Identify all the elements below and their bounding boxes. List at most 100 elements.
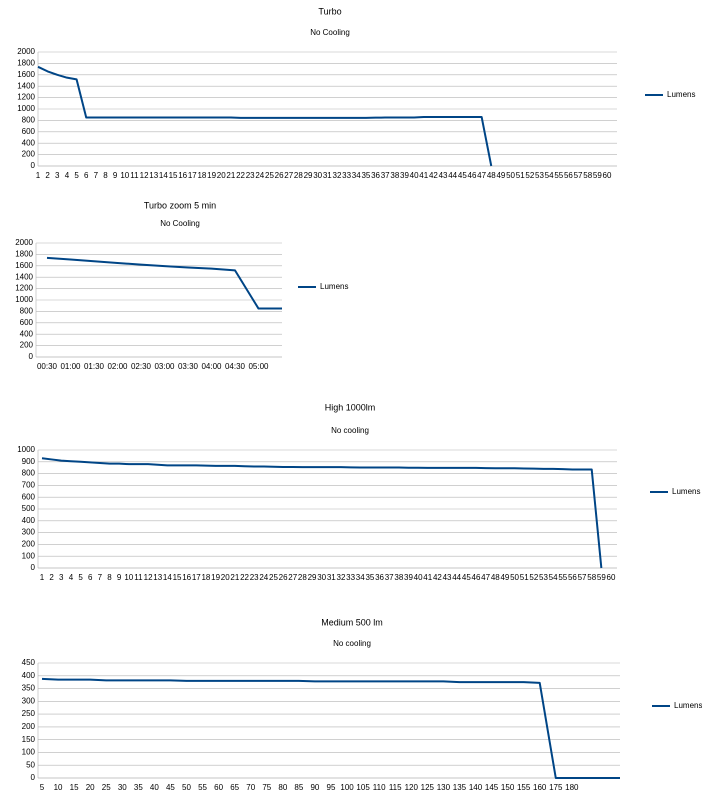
x-tick-label: 35 [365,573,374,582]
x-tick-label: 18 [201,573,210,582]
y-tick-label: 200 [22,150,36,159]
x-tick-label: 32 [333,171,342,180]
x-tick-label: 41 [419,171,428,180]
y-tick-label: 100 [22,748,36,757]
x-tick-label: 75 [262,783,271,792]
x-tick-label: 2 [45,171,50,180]
y-tick-label: 1400 [15,272,33,281]
x-tick-label: 13 [149,171,158,180]
x-tick-label: 30 [118,783,127,792]
data-line [41,457,603,569]
y-tick-label: 1000 [15,295,33,304]
x-tick-label: 43 [443,573,452,582]
x-tick-label: 11 [130,171,139,180]
x-tick-label: 180 [565,783,579,792]
x-tick-label: 02:00 [107,362,128,371]
legend-label: Lumens [320,282,348,291]
x-tick-label: 21 [226,171,235,180]
x-tick-label: 47 [481,573,490,582]
x-tick-label: 80 [278,783,287,792]
x-tick-label: 52 [525,171,534,180]
x-tick-label: 40 [414,573,423,582]
x-tick-label: 12 [144,573,153,582]
x-tick-label: 00:30 [37,362,58,371]
x-tick-label: 5 [78,573,83,582]
x-tick-label: 135 [453,783,467,792]
x-tick-label: 01:00 [60,362,81,371]
x-tick-label: 31 [323,171,332,180]
x-tick-label: 05:00 [248,362,269,371]
x-tick-label: 140 [469,783,483,792]
x-tick-label: 19 [211,573,220,582]
y-tick-label: 700 [22,481,36,490]
y-tick-label: 0 [31,773,36,782]
x-tick-label: 8 [103,171,108,180]
x-tick-label: 9 [113,171,118,180]
x-tick-label: 42 [429,171,438,180]
x-tick-label: 16 [178,171,187,180]
y-tick-label: 2000 [15,238,33,247]
y-tick-label: 250 [22,709,36,718]
y-tick-label: 50 [26,760,35,769]
x-tick-label: 54 [549,573,558,582]
x-tick-label: 58 [587,573,596,582]
x-tick-label: 60 [607,573,616,582]
x-tick-label: 22 [240,573,249,582]
x-tick-label: 16 [182,573,191,582]
x-tick-label: 95 [327,783,336,792]
x-tick-label: 7 [94,171,99,180]
x-tick-label: 11 [134,573,143,582]
x-tick-label: 1 [40,573,45,582]
x-tick-label: 47 [477,171,486,180]
x-tick-label: 35 [361,171,370,180]
x-tick-label: 90 [310,783,319,792]
x-tick-label: 44 [452,573,461,582]
x-tick-label: 40 [410,171,419,180]
x-tick-label: 15 [70,783,79,792]
x-tick-label: 3 [59,573,64,582]
x-tick-label: 20 [221,573,230,582]
x-tick-label: 27 [288,573,297,582]
x-tick-label: 160 [533,783,547,792]
y-tick-label: 1800 [15,250,33,259]
x-tick-label: 105 [356,783,370,792]
data-line [37,65,493,167]
x-tick-label: 48 [491,573,500,582]
x-tick-label: 12 [140,171,149,180]
x-tick-label: 20 [217,171,226,180]
y-tick-label: 400 [20,329,34,338]
x-tick-label: 37 [381,171,390,180]
y-tick-label: 0 [31,161,36,170]
x-tick-label: 27 [284,171,293,180]
x-tick-label: 25 [269,573,278,582]
y-tick-label: 600 [22,492,36,501]
x-tick-label: 24 [255,171,264,180]
x-tick-label: 25 [102,783,111,792]
chart-subtitle: No cooling [333,639,371,648]
x-tick-label: 44 [448,171,457,180]
x-tick-label: 130 [437,783,451,792]
data-line [46,256,282,310]
x-tick-label: 4 [69,573,74,582]
x-tick-label: 38 [394,573,403,582]
x-tick-label: 6 [88,573,93,582]
x-tick-label: 10 [54,783,63,792]
y-tick-label: 1400 [17,81,35,90]
x-tick-label: 1 [36,171,41,180]
x-tick-label: 65 [230,783,239,792]
x-tick-label: 23 [250,573,259,582]
x-tick-label: 59 [593,171,602,180]
x-tick-label: 28 [294,171,303,180]
y-tick-label: 200 [20,341,34,350]
x-tick-label: 49 [496,171,505,180]
chart-title: Medium 500 lm [321,617,383,627]
y-tick-label: 1600 [15,261,33,270]
x-tick-label: 5 [74,171,79,180]
x-tick-label: 37 [385,573,394,582]
x-tick-label: 40 [150,783,159,792]
chart-subtitle: No cooling [331,426,369,435]
x-tick-label: 57 [574,171,583,180]
y-tick-label: 900 [22,457,36,466]
chart-title: Turbo [318,6,341,16]
x-tick-label: 30 [313,171,322,180]
